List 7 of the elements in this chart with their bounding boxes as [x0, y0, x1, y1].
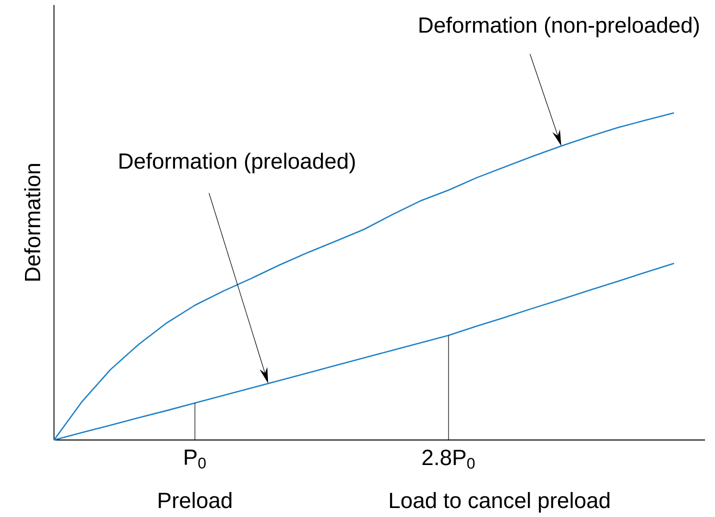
x-tick-label: P$_{0}$: [184, 450, 206, 469]
text: Deformation (non-preloaded): [420, 16, 699, 38]
text: Load to cancel preload: [390, 492, 610, 513]
y-axis-title: Deformation: [24, 164, 40, 281]
text: Preload: [158, 492, 232, 508]
annotation: Deformation (preloaded): [120, 152, 355, 174]
x-tick-label: 2.8P$_{0}$: [422, 450, 475, 469]
